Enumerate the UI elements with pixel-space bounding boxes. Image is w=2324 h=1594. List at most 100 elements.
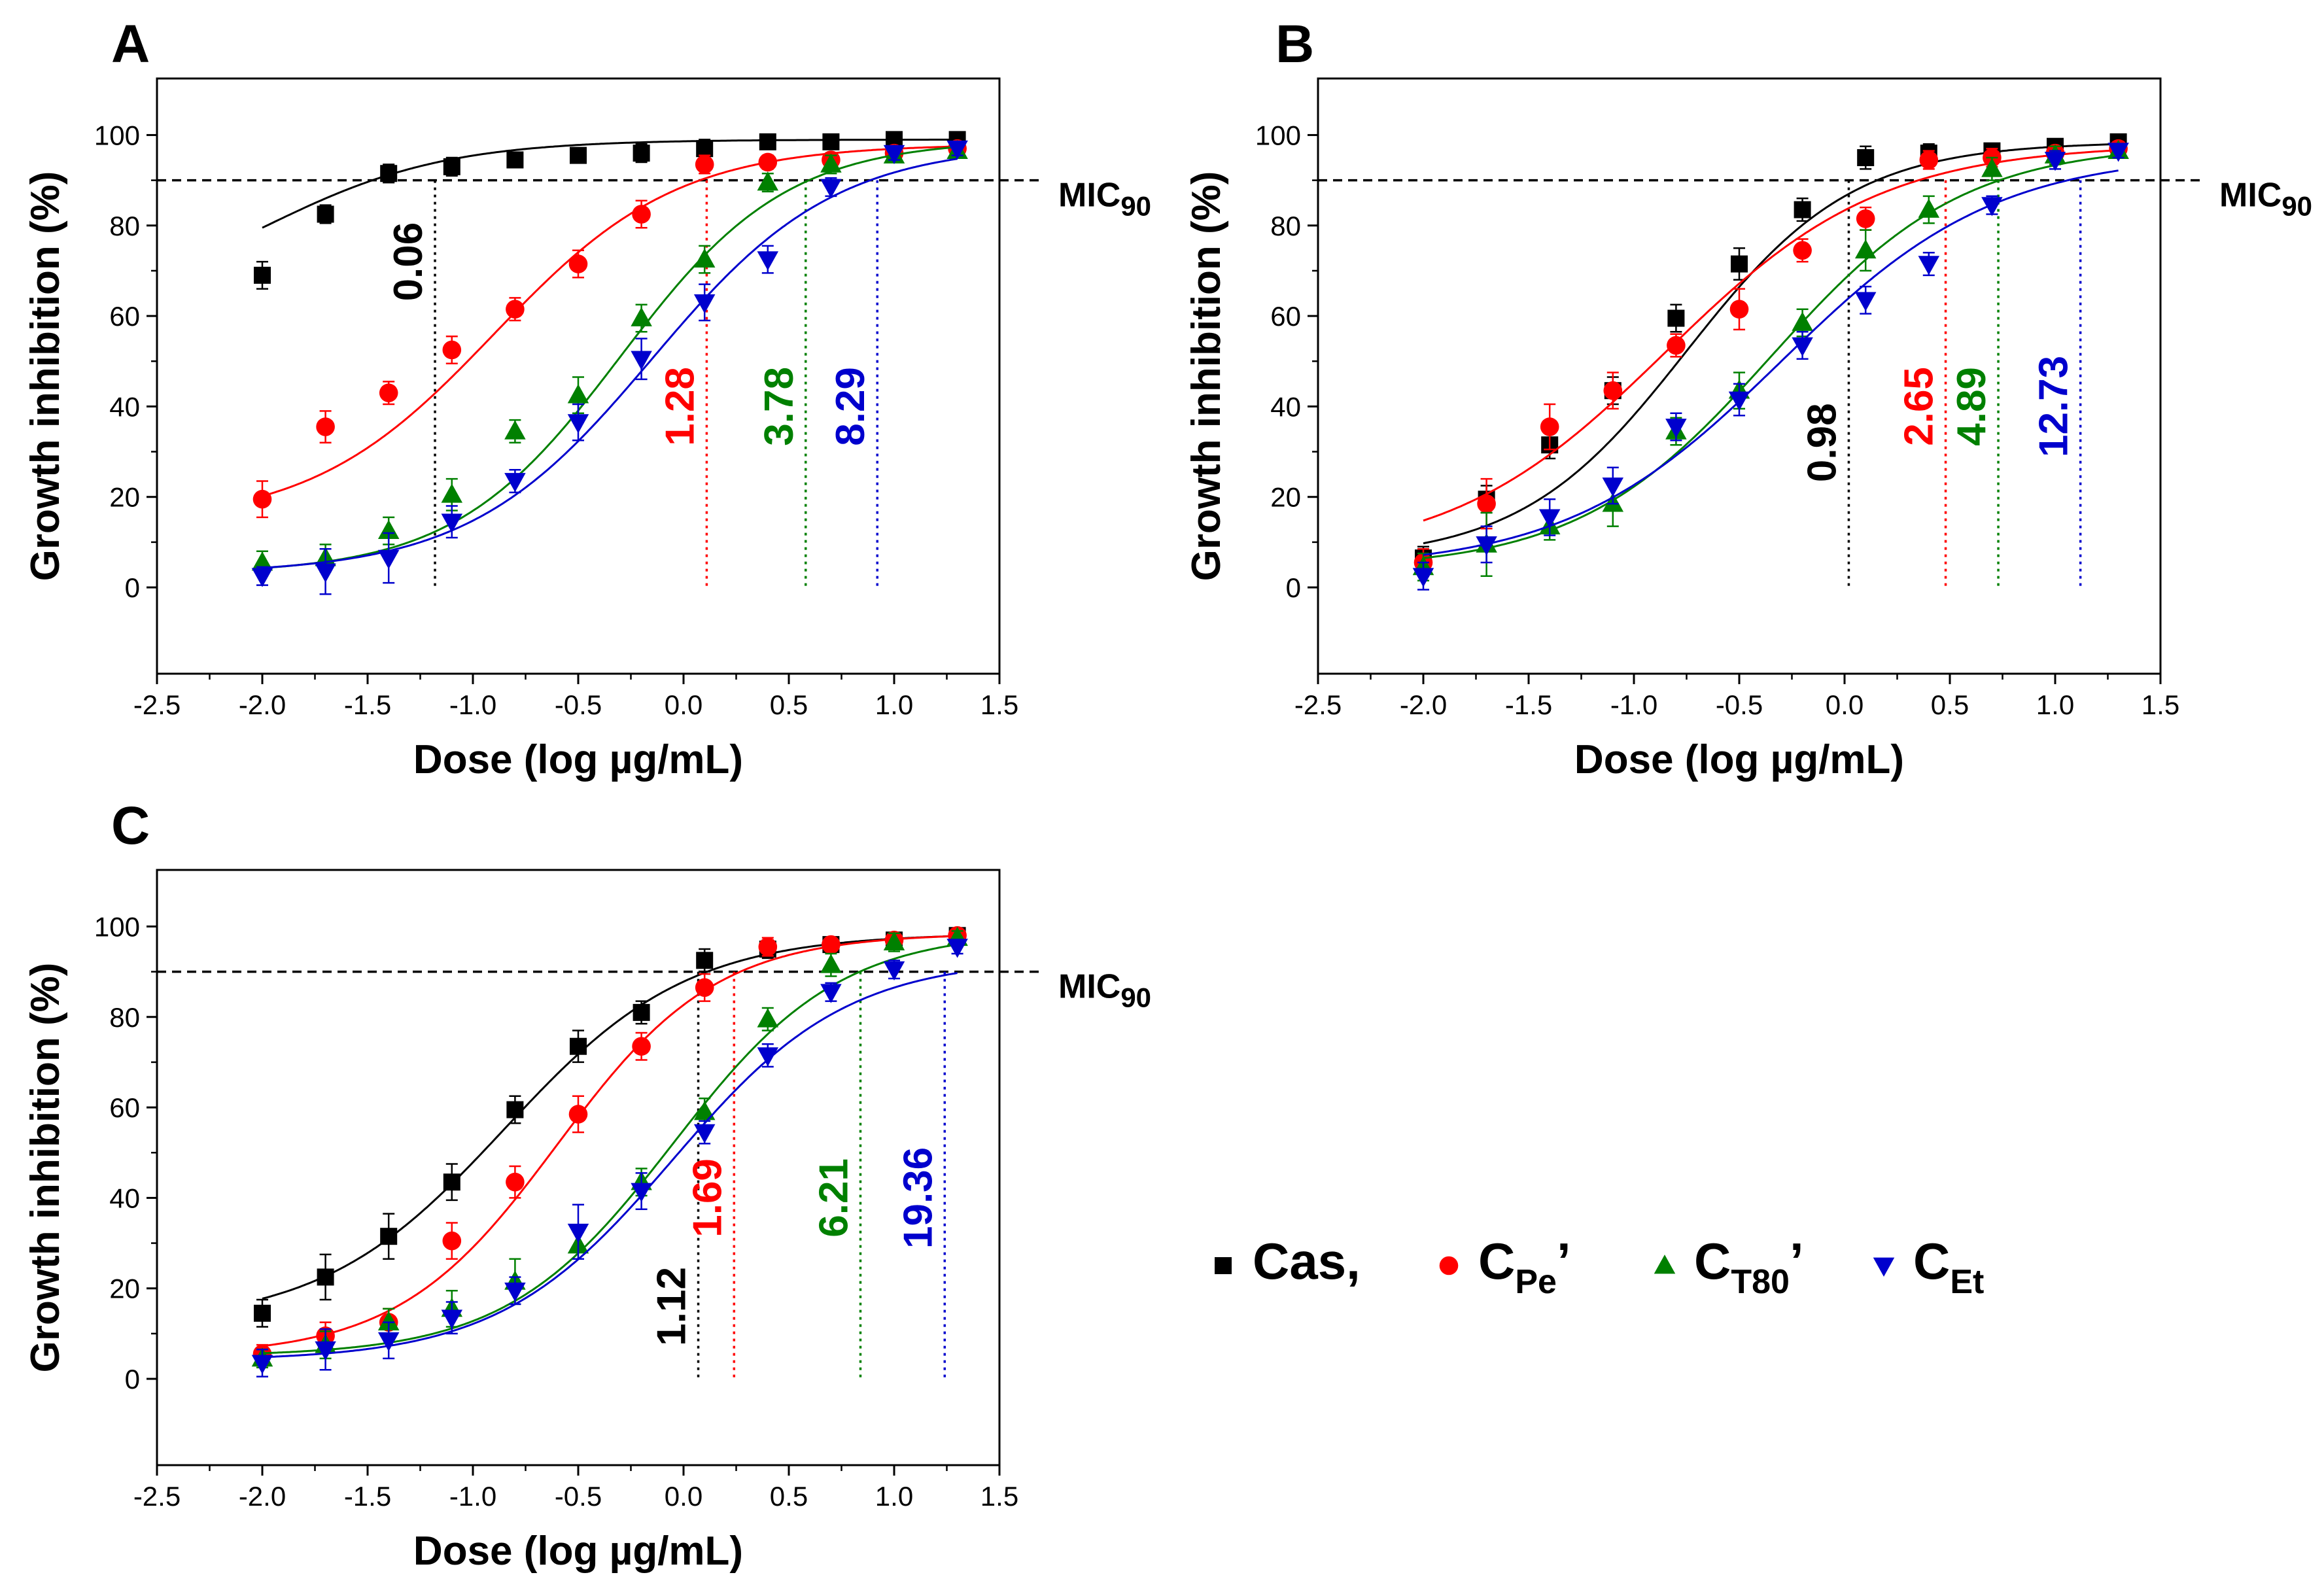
data-point	[379, 383, 398, 402]
mic-value-label: 1.12	[650, 1267, 695, 1346]
data-point	[695, 978, 714, 997]
fit-curve	[262, 146, 958, 569]
x-tick-label: -1.0	[449, 689, 496, 720]
y-axis-label: Growth inhibition (%)	[1184, 171, 1229, 581]
x-tick-label: -2.0	[1400, 689, 1447, 720]
y-tick-label: 80	[109, 1002, 140, 1033]
data-point	[883, 145, 905, 165]
data-point	[1856, 209, 1875, 228]
series-CT80: 3.78	[251, 139, 968, 588]
legend-label: Cas,	[1253, 1232, 1361, 1290]
x-tick-label: -2.5	[133, 1481, 181, 1512]
x-tick-label: -1.0	[449, 1481, 496, 1512]
y-tick-label: 100	[1255, 120, 1301, 150]
x-tick-label: 1.0	[875, 1481, 913, 1512]
data-point	[251, 568, 273, 587]
x-tick-label: -2.0	[239, 689, 286, 720]
y-tick-label: 0	[1286, 572, 1301, 603]
axes-frame	[156, 869, 1001, 1466]
data-point	[1667, 336, 1686, 355]
data-point	[380, 1228, 398, 1245]
x-tick-label: 1.5	[980, 1481, 1018, 1512]
series-Cas: 1.12	[254, 927, 966, 1379]
y-tick-label: 60	[109, 1092, 140, 1123]
x-tick-label: -2.0	[239, 1481, 286, 1512]
data-point	[567, 384, 589, 404]
y-tick-label: 20	[109, 482, 140, 513]
y-axis-label: Growth inhibition (%)	[23, 963, 68, 1373]
data-point	[315, 563, 336, 583]
data-point	[693, 248, 716, 268]
series-CEt: 8.29	[251, 140, 968, 595]
data-point	[442, 1231, 462, 1251]
data-point	[377, 519, 400, 539]
data-point	[946, 939, 968, 958]
y-tick-label: 80	[1270, 211, 1301, 241]
data-point	[377, 1332, 400, 1352]
x-tick-label: -1.0	[1610, 689, 1657, 720]
data-point	[443, 158, 460, 175]
data-point	[254, 1304, 271, 1322]
legend-label: CT80’	[1694, 1232, 1804, 1301]
x-tick-label: -1.5	[1505, 689, 1552, 720]
data-point	[377, 1311, 400, 1330]
legend-label: CEt	[1913, 1232, 1984, 1301]
legend-item-0: Cas,	[1215, 1232, 1361, 1290]
data-point	[568, 254, 588, 273]
data-point	[883, 961, 905, 981]
legend-label: CPe’	[1478, 1232, 1571, 1301]
x-tick-label: -0.5	[555, 1481, 602, 1512]
data-point	[251, 1355, 273, 1374]
y-tick-label: 0	[125, 572, 140, 603]
data-point	[506, 1101, 524, 1118]
series-CPe: 1.28	[252, 139, 967, 588]
x-tick-label: 0.0	[665, 689, 702, 720]
mic-value-label: 3.78	[757, 367, 802, 446]
data-point	[442, 340, 462, 360]
data-point	[377, 549, 400, 569]
mic-value-label: 0.98	[1799, 403, 1845, 482]
mic90-label: MIC90	[1058, 968, 1151, 1013]
data-point	[317, 1268, 334, 1286]
x-axis-label: Dose (log µg/mL)	[413, 737, 743, 782]
legend-item-2: CT80’	[1654, 1232, 1804, 1301]
fit-curve	[262, 943, 958, 1355]
data-point	[693, 1101, 716, 1120]
mic-value-label: 2.65	[1897, 367, 1942, 446]
x-tick-label: 0.0	[665, 1481, 702, 1512]
y-tick-label: 40	[1270, 391, 1301, 422]
legend-marker	[1215, 1257, 1232, 1274]
fit-curve	[262, 935, 958, 1300]
fit-curve	[1423, 154, 2119, 559]
data-point	[506, 151, 524, 169]
data-point	[757, 171, 779, 191]
data-point	[693, 294, 716, 314]
fit-curve	[262, 145, 958, 497]
y-tick-label: 80	[109, 211, 140, 241]
x-tick-label: -0.5	[555, 689, 602, 720]
data-point	[632, 205, 651, 224]
x-tick-label: 1.5	[980, 689, 1018, 720]
mic-value-label: 12.73	[2032, 356, 2077, 457]
x-axis-label: Dose (log µg/mL)	[1574, 737, 1904, 782]
y-tick-label: 20	[109, 1273, 140, 1304]
fit-curve	[1423, 169, 2119, 556]
x-tick-label: 0.5	[1931, 689, 1969, 720]
data-point	[570, 1037, 587, 1055]
data-point	[757, 1047, 779, 1067]
x-tick-label: -0.5	[1716, 689, 1763, 720]
data-point	[1919, 150, 1939, 169]
mic-value-label: 6.21	[811, 1158, 856, 1238]
y-axis-label: Growth inhibition (%)	[23, 171, 68, 581]
data-point	[380, 165, 398, 182]
data-point	[820, 153, 842, 173]
x-tick-label: 1.0	[875, 689, 913, 720]
data-point	[1981, 158, 2003, 177]
panel-label: A	[111, 14, 150, 74]
fit-curve	[1423, 149, 2119, 522]
x-tick-label: 1.5	[2142, 689, 2179, 720]
data-point	[696, 140, 714, 158]
data-point	[441, 513, 463, 533]
data-point	[1412, 568, 1434, 587]
